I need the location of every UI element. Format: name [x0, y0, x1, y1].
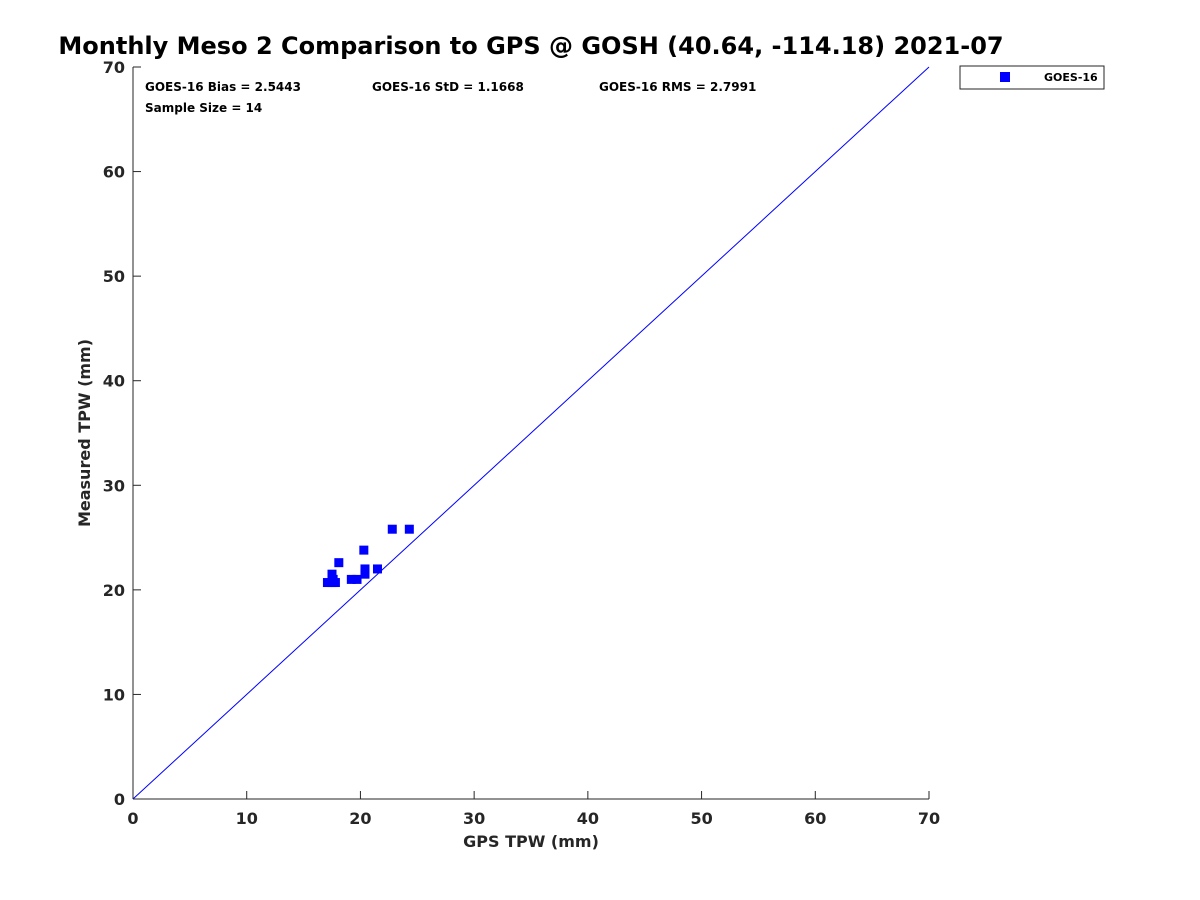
x-tick-label: 30	[463, 809, 485, 828]
sample-size-stat: Sample Size = 14	[145, 101, 262, 115]
x-tick-label: 70	[918, 809, 940, 828]
y-axis-label: Measured TPW (mm)	[75, 339, 94, 527]
y-tick-label: 50	[103, 267, 125, 286]
x-tick-label: 60	[804, 809, 826, 828]
one-to-one-reference-line	[132, 66, 930, 800]
data-point	[327, 569, 337, 579]
data-point	[352, 574, 362, 584]
x-tick-label: 40	[577, 809, 599, 828]
rms-stat: GOES-16 RMS = 2.7991	[599, 80, 756, 94]
y-tick-label: 30	[103, 476, 125, 495]
x-tick-label: 50	[690, 809, 712, 828]
y-axis-ticks: 0 10 20 30 40 50 60 70	[103, 58, 141, 809]
x-axis-ticks: 0 10 20 30 40 50 60 70	[127, 791, 940, 828]
data-point	[359, 545, 369, 555]
data-point	[372, 564, 382, 574]
data-point	[387, 524, 397, 534]
y-tick-label: 20	[103, 581, 125, 600]
data-point	[322, 578, 332, 588]
x-tick-label: 10	[236, 809, 258, 828]
std-stat: GOES-16 StD = 1.1668	[372, 80, 524, 94]
y-tick-label: 0	[114, 790, 125, 809]
data-point	[334, 558, 344, 568]
legend-box	[959, 65, 1105, 90]
x-tick-label: 20	[349, 809, 371, 828]
data-point	[404, 524, 414, 534]
x-tick-label: 0	[127, 809, 138, 828]
legend: GOES-16	[959, 65, 1105, 90]
y-tick-label: 10	[103, 685, 125, 704]
data-point	[330, 578, 340, 588]
x-axis-label: GPS TPW (mm)	[463, 832, 599, 851]
data-point	[346, 574, 356, 584]
y-tick-label: 60	[103, 163, 125, 182]
data-points	[322, 524, 414, 588]
y-tick-label: 40	[103, 372, 125, 391]
bias-stat: GOES-16 Bias = 2.5443	[145, 80, 301, 94]
chart-title: Monthly Meso 2 Comparison to GPS @ GOSH …	[58, 32, 1003, 60]
legend-label-goes-16: GOES-16	[1044, 71, 1098, 84]
data-point	[360, 569, 370, 579]
y-tick-label: 70	[103, 58, 125, 77]
data-point	[360, 564, 370, 574]
legend-marker-goes-16	[1000, 72, 1010, 82]
